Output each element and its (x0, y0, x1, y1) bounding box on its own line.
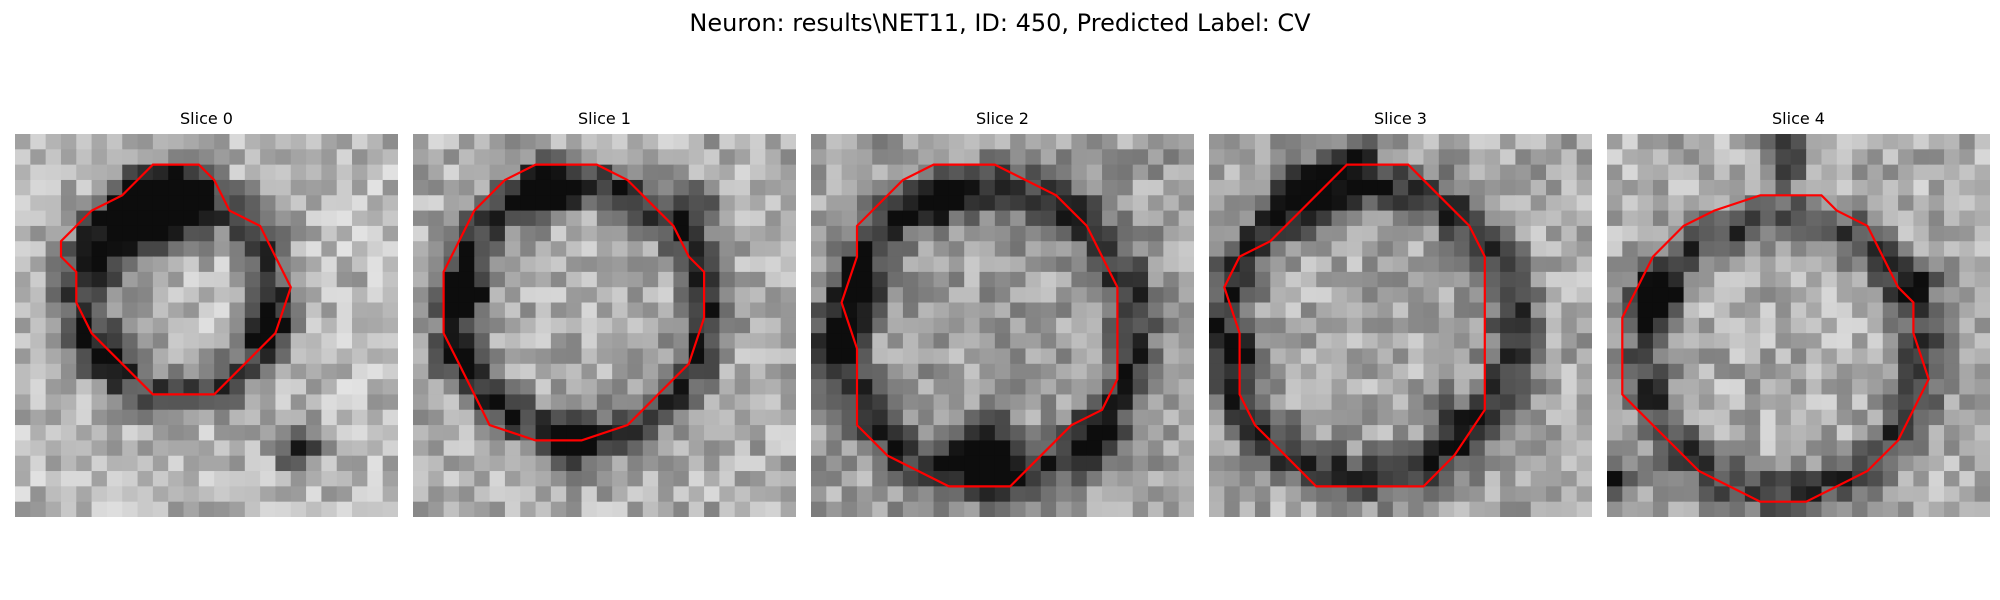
slice-image (1607, 134, 1990, 517)
slice-title: Slice 1 (578, 109, 631, 128)
slice-image (413, 134, 796, 517)
grayscale-pixels (1607, 134, 1990, 517)
grayscale-pixels (811, 134, 1194, 517)
slice-title: Slice 3 (1374, 109, 1427, 128)
vesicle-contour (1223, 163, 1486, 488)
grayscale-pixels (413, 134, 796, 517)
vesicle-contour (442, 163, 706, 442)
vesicle-contour (1621, 194, 1930, 503)
slice-image (811, 134, 1194, 517)
figure-title: Neuron: results\NET11, ID: 450, Predicte… (689, 9, 1311, 37)
slice-title: Slice 4 (1772, 109, 1825, 128)
vesicle-contour (840, 163, 1119, 488)
slice-title: Slice 0 (180, 109, 233, 128)
grayscale-pixels (1209, 134, 1592, 517)
slice-image (15, 134, 398, 517)
slice-title: Slice 2 (976, 109, 1029, 128)
grayscale-pixels (15, 134, 398, 517)
vesicle-contour (59, 163, 292, 396)
slice-image (1209, 134, 1592, 517)
